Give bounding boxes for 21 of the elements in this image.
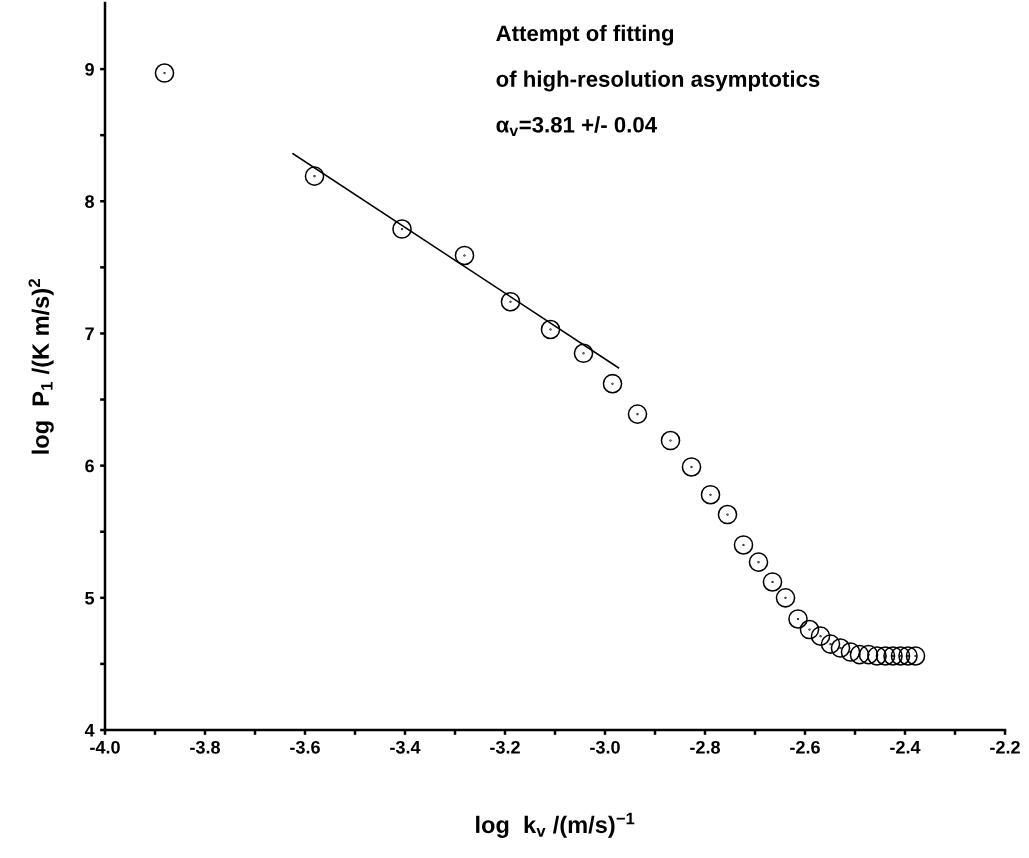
x-tick-label: -2.2 [990, 740, 1020, 754]
annotation: Attempt of fitting [496, 24, 674, 46]
x-tick-label: -3.8 [190, 740, 220, 754]
x-tick-label: -3.0 [590, 740, 620, 754]
x-tick-label: -2.4 [890, 740, 921, 754]
y-tick-label: 4 [84, 724, 95, 737]
annotation: of high-resolution asymptotics [496, 70, 820, 92]
y-axis-title: log P$_{1}$ /(K m/s)$^{2}$ [28, 279, 54, 454]
y-tick-label: 9 [85, 63, 94, 76]
y-tick-label: 8 [85, 195, 95, 208]
y-tick-label: 7 [85, 327, 94, 340]
x-tick-label: -4.0 [90, 740, 120, 754]
x-axis-title: log k$_{v}$ /(m/s)$^{−1}$ [476, 812, 635, 838]
x-tick-label: -3.2 [490, 740, 520, 754]
y-tick-label: 5 [85, 591, 95, 605]
y-tick-label: 6 [85, 459, 94, 473]
x-tick-label: -2.8 [690, 740, 720, 754]
x-tick-label: -3.4 [390, 740, 421, 754]
x-tick-label: -2.6 [790, 740, 820, 754]
x-tick-label: -3.6 [290, 740, 320, 754]
annotation: α$_{v}$=3.81 +/- 0.04 [496, 116, 657, 136]
